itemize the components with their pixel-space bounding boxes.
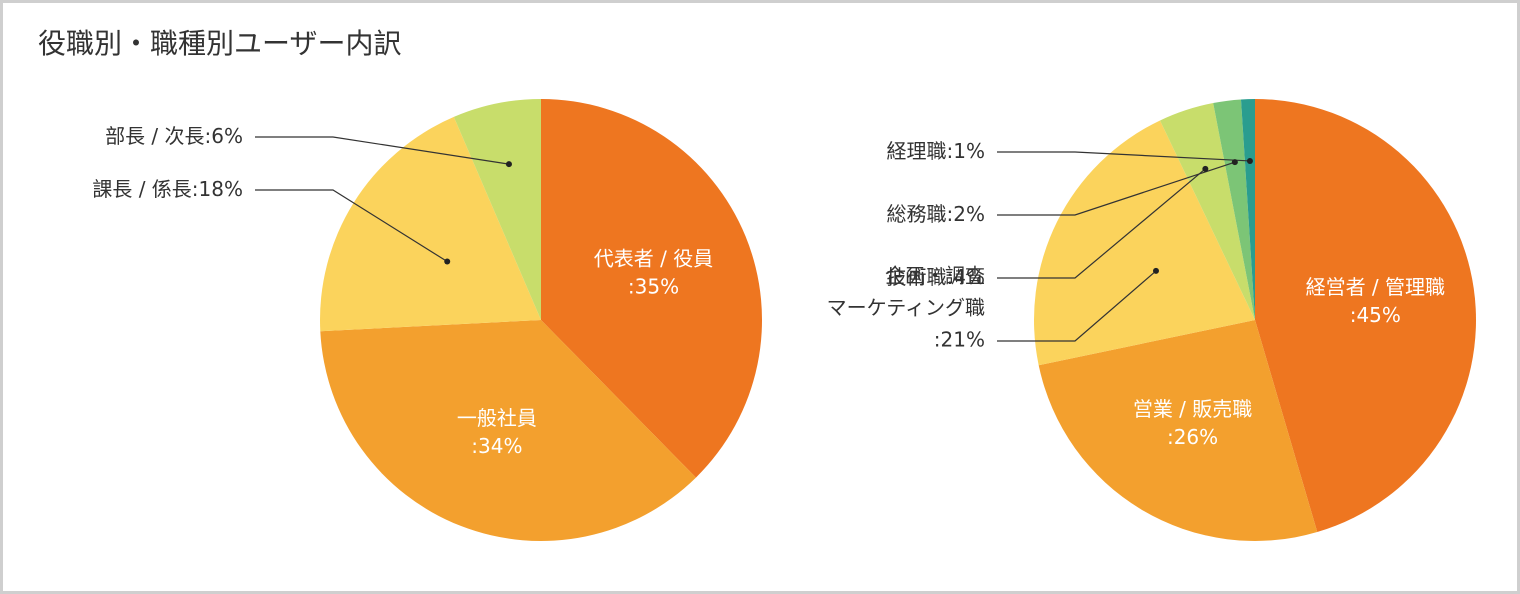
slice-label: 部長 / 次長:6%	[105, 124, 243, 148]
value-label: :45%	[1350, 303, 1401, 327]
slice-label: 企画・調査	[885, 264, 985, 288]
value-label: :1%	[947, 139, 985, 163]
leader-line	[997, 168, 1206, 279]
slice-label: 課長 / 係長:18%	[92, 177, 243, 201]
pie-slice	[541, 99, 762, 478]
value-label: :6%	[205, 124, 243, 148]
slice-label: 経営者 / 管理職	[1306, 275, 1445, 299]
slice-label: 総務職:2%	[887, 202, 985, 226]
slice-label: マーケティング職	[827, 296, 985, 320]
leader-dot	[1152, 267, 1159, 274]
leader-dot	[444, 258, 451, 265]
pie-slice	[1038, 320, 1318, 541]
slice-label: 経理職:1%	[887, 139, 985, 163]
value-label: :4%	[947, 265, 985, 289]
category-name: 課長 / 係長	[92, 177, 191, 201]
leader-dot	[1231, 159, 1238, 166]
value-label: :34%	[471, 434, 522, 458]
category-name: 部長 / 次長	[105, 124, 204, 148]
leader-dot	[505, 161, 512, 168]
value-label: :18%	[192, 177, 243, 201]
slice-label: 一般社員	[457, 406, 537, 430]
chart-title: 役職別・職種別ユーザー内訳	[38, 27, 401, 60]
slice-label: 営業 / 販売職	[1133, 397, 1252, 421]
category-name: 経理職	[887, 139, 947, 163]
pie-slice	[320, 116, 541, 332]
pie-slice	[320, 320, 696, 541]
value-label: :21%	[934, 328, 985, 352]
leader-line	[997, 161, 1236, 216]
leader-line	[255, 189, 448, 263]
category-name: 総務職	[887, 202, 947, 226]
value-label: :2%	[947, 202, 985, 226]
value-label: :35%	[628, 274, 679, 298]
pie-slice	[1255, 99, 1477, 533]
value-label: :26%	[1167, 425, 1218, 449]
leader-line	[997, 151, 1250, 162]
pie-slice	[1240, 99, 1255, 320]
pie-slice	[1034, 120, 1255, 366]
leader-line	[997, 270, 1157, 342]
pie-slice	[453, 99, 541, 320]
leader-dot	[1246, 157, 1253, 164]
leader-line	[255, 136, 510, 165]
leader-dot	[1202, 165, 1209, 172]
slice-label: 技術職:4%	[887, 265, 985, 289]
slice-label: 代表者 / 役員	[594, 246, 713, 270]
pie-slice	[1213, 99, 1255, 320]
category-name: 技術職	[887, 265, 947, 289]
